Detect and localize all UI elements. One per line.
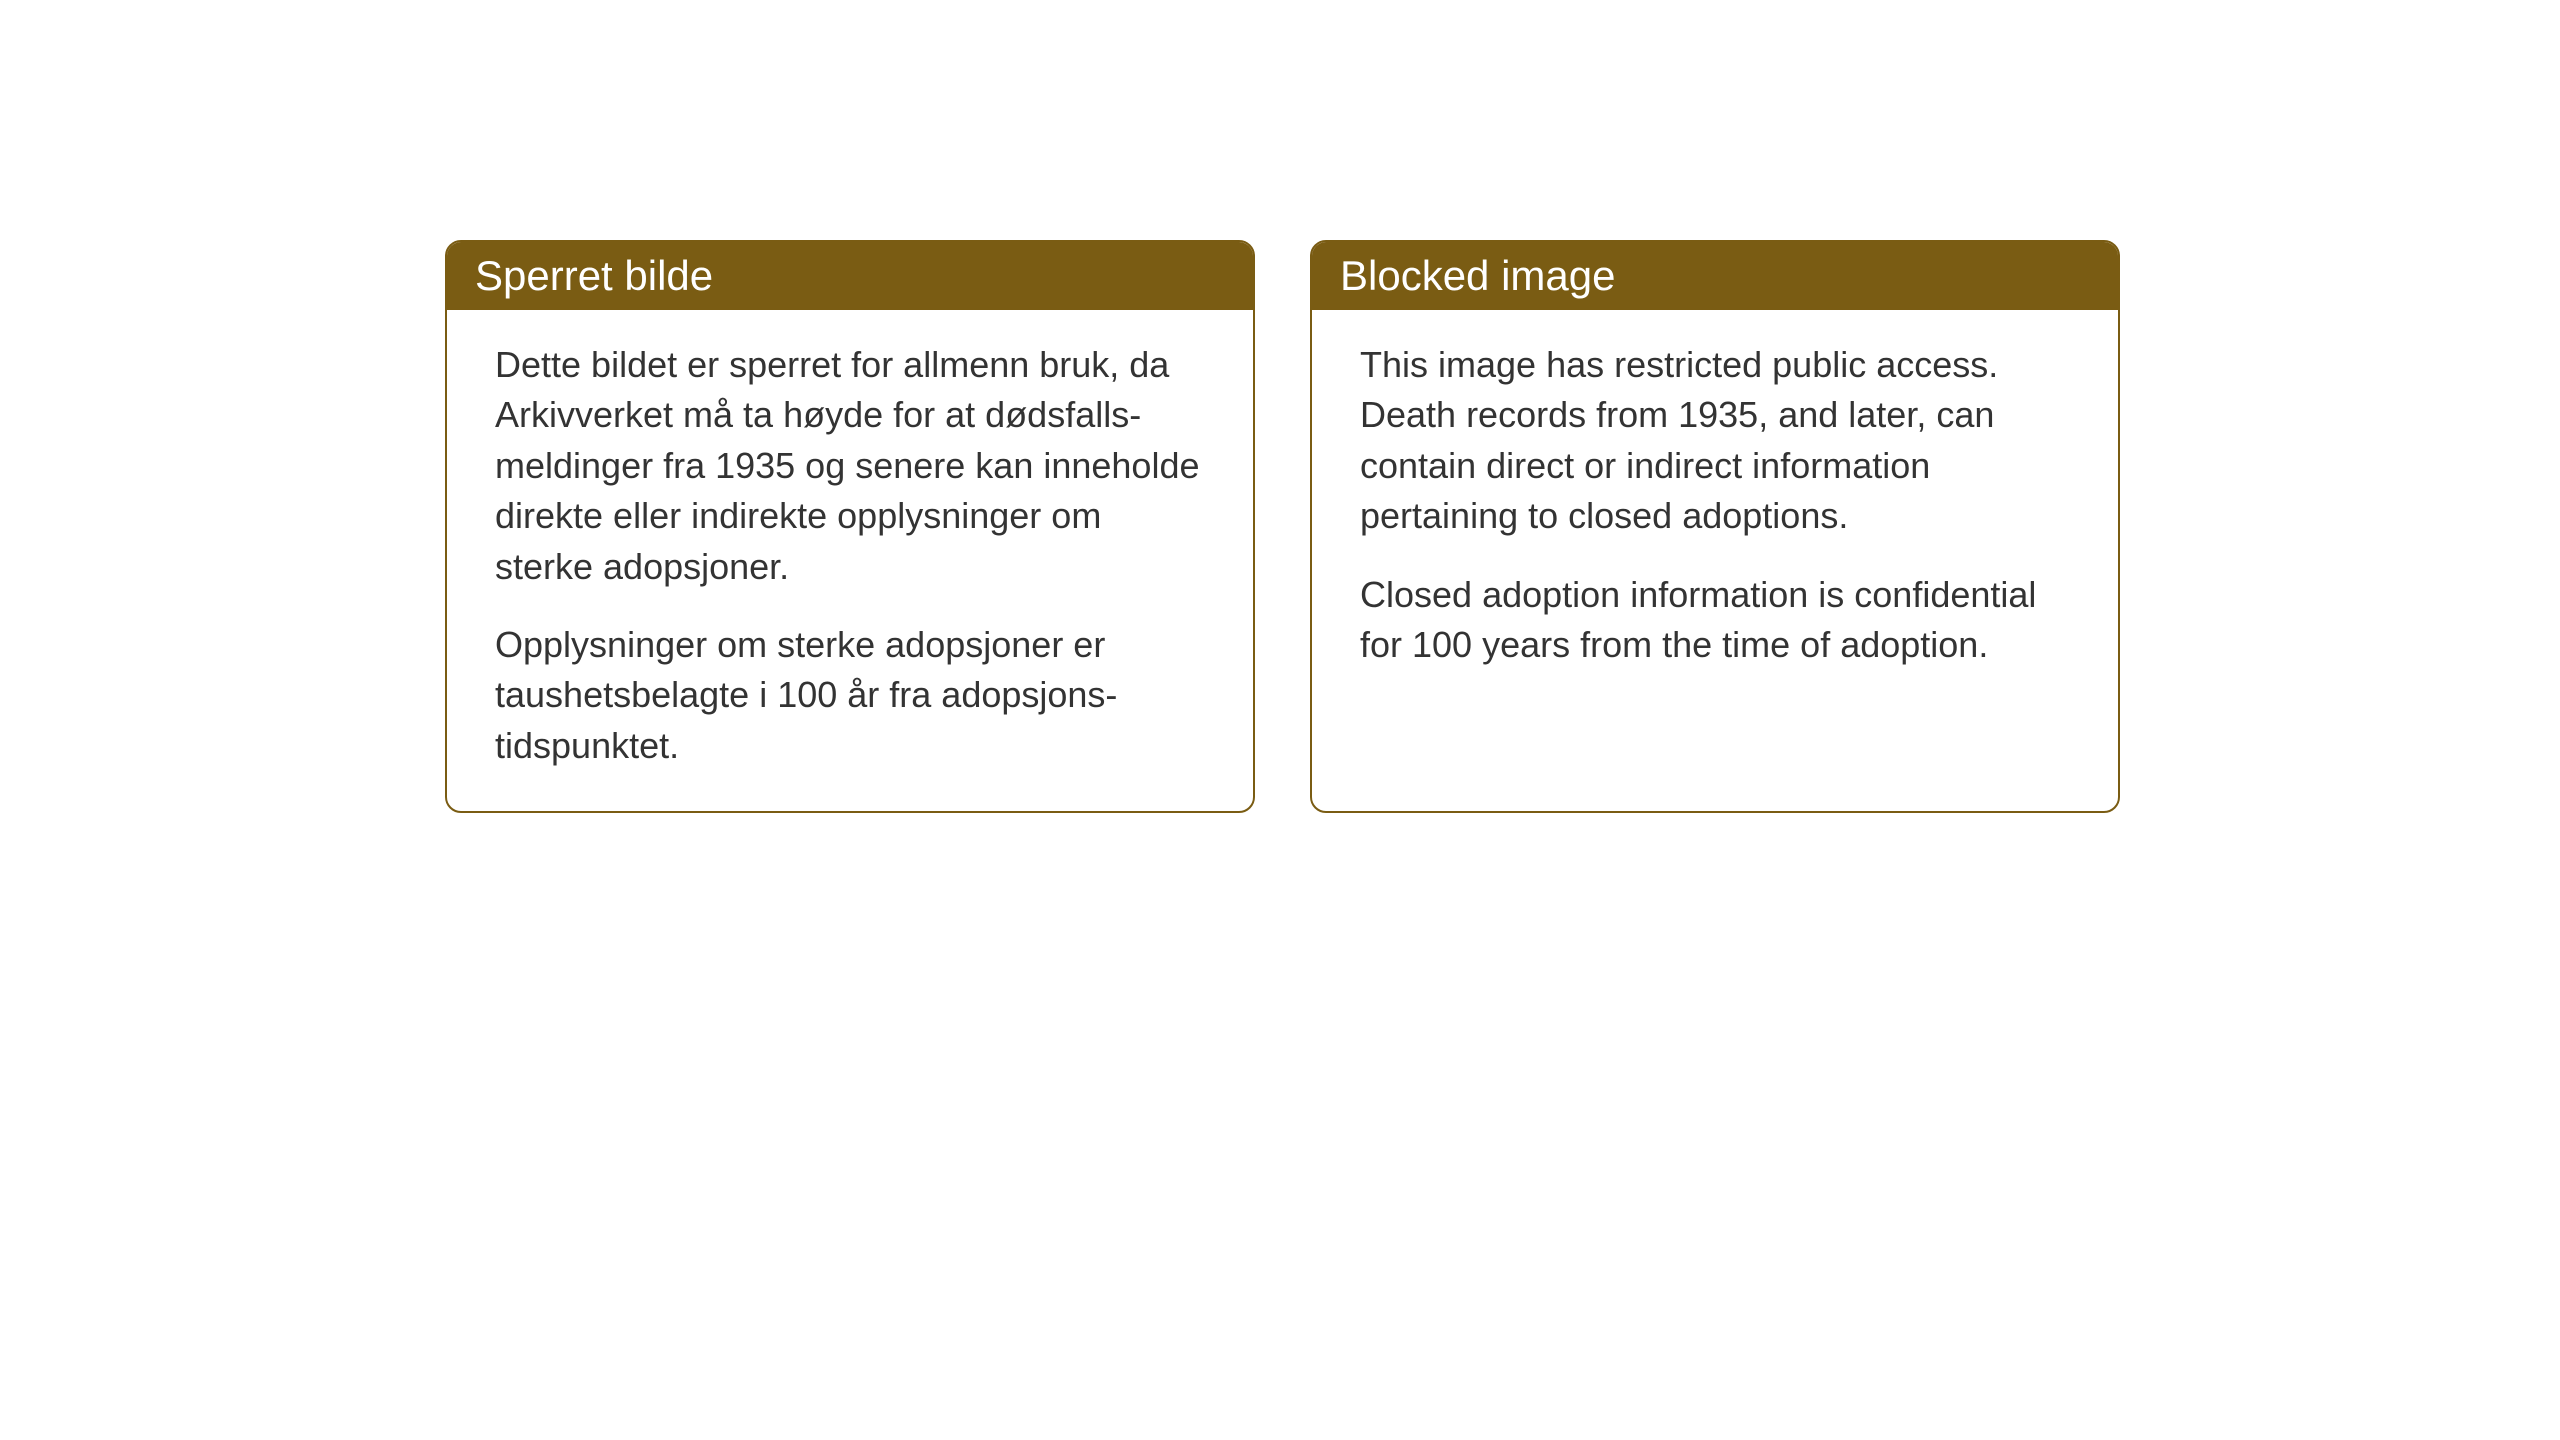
card-header-english: Blocked image xyxy=(1312,242,2118,310)
cards-container: Sperret bilde Dette bildet er sperret fo… xyxy=(445,240,2120,813)
card-paragraph-1: This image has restricted public access.… xyxy=(1360,340,2070,542)
card-paragraph-1: Dette bildet er sperret for allmenn bruk… xyxy=(495,340,1205,592)
card-paragraph-2: Opplysninger om sterke adopsjoner er tau… xyxy=(495,620,1205,771)
card-header-norwegian: Sperret bilde xyxy=(447,242,1253,310)
card-title: Sperret bilde xyxy=(475,252,713,299)
card-paragraph-2: Closed adoption information is confident… xyxy=(1360,570,2070,671)
card-norwegian: Sperret bilde Dette bildet er sperret fo… xyxy=(445,240,1255,813)
card-body-english: This image has restricted public access.… xyxy=(1312,310,2118,811)
card-title: Blocked image xyxy=(1340,252,1615,299)
card-english: Blocked image This image has restricted … xyxy=(1310,240,2120,813)
card-body-norwegian: Dette bildet er sperret for allmenn bruk… xyxy=(447,310,1253,811)
